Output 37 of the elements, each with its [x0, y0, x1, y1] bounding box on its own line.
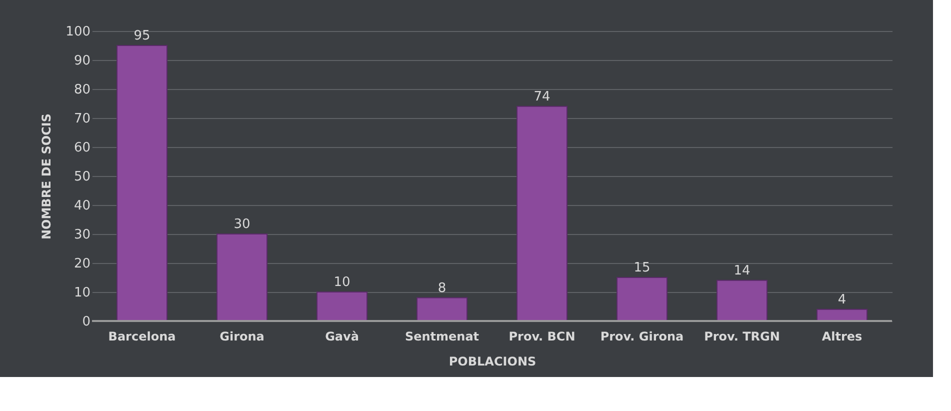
bar [216, 234, 268, 322]
y-tick-label: 10 [74, 286, 90, 300]
data-label: 15 [634, 260, 650, 276]
bar [116, 45, 168, 322]
y-tick-label: 20 [74, 256, 90, 272]
bar [316, 292, 368, 322]
bar [516, 106, 568, 322]
x-tick-label: Prov. TRGN [704, 330, 780, 344]
y-tick-label: 70 [74, 112, 90, 126]
bar [816, 308, 868, 322]
y-tick-label: 0 [82, 314, 90, 330]
y-tick-label: 40 [74, 198, 90, 214]
y-tick-label: 60 [74, 140, 90, 156]
y-tick-label: 90 [74, 54, 90, 68]
x-tick-label: Prov. Girona [600, 330, 684, 344]
bar [416, 297, 468, 322]
y-axis-title: NOMBRE DE SOCIS [40, 113, 54, 240]
data-label: 14 [734, 263, 750, 278]
data-label: 4 [838, 292, 846, 308]
x-tick-label: Sentmenat [404, 330, 480, 344]
y-tick-label: 30 [74, 228, 90, 242]
x-tick-label: Altres [822, 330, 862, 344]
y-tick-label: 50 [74, 170, 90, 184]
data-label: 8 [438, 280, 446, 296]
y-tick-label: 80 [74, 82, 90, 98]
x-axis-title: POBLACIONS [448, 354, 536, 368]
data-label: 95 [134, 28, 150, 44]
x-tick-label: Gavà [325, 330, 359, 344]
data-label: 10 [334, 275, 350, 290]
y-tick-label: 100 [66, 24, 90, 40]
bar [616, 277, 668, 322]
bar [716, 280, 768, 322]
data-label: 30 [234, 217, 250, 232]
x-tick-label: Girona [220, 330, 264, 344]
x-tick-label: Barcelona [108, 330, 176, 344]
data-label: 74 [534, 89, 550, 104]
x-tick-label: Prov. BCN [508, 330, 576, 344]
